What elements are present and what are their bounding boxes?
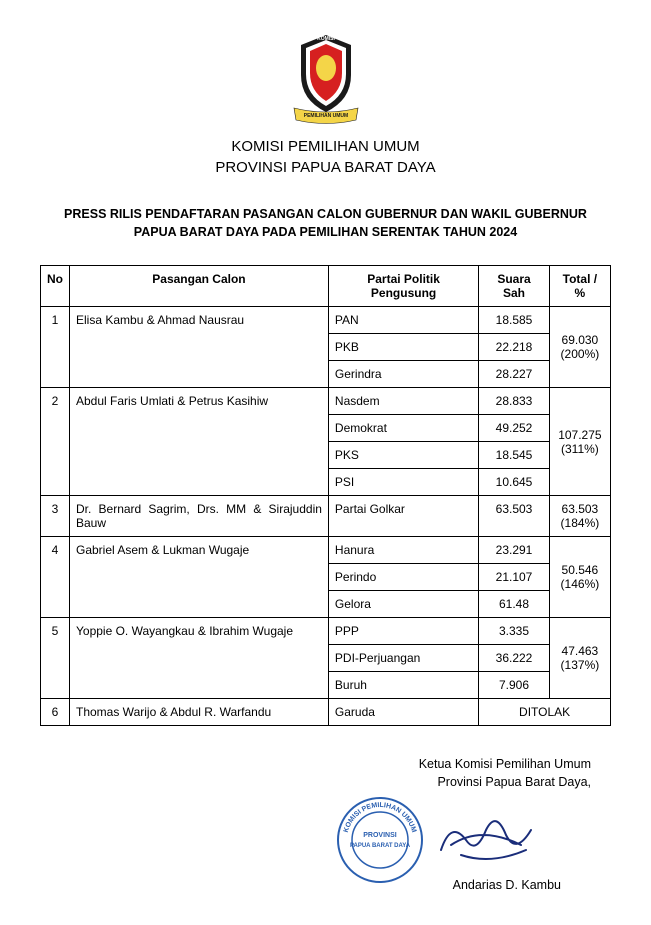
cell-party: PPP bbox=[328, 618, 478, 645]
cell-no: 2 bbox=[41, 388, 70, 496]
cell-votes: 3.335 bbox=[479, 618, 550, 645]
cell-total: 63.503(184%) bbox=[549, 496, 610, 537]
signer-name: Andarias D. Kambu bbox=[40, 877, 591, 895]
stamp-icon: KOMISI PEMILIHAN UMUM PROVINSI PAPUA BAR… bbox=[335, 795, 425, 885]
cell-votes: 18.585 bbox=[479, 307, 550, 334]
sig-title2: Provinsi Papua Barat Daya, bbox=[40, 774, 591, 792]
cell-total: 69.030(200%) bbox=[549, 307, 610, 388]
cell-no: 6 bbox=[41, 699, 70, 726]
svg-text:KOMISI: KOMISI bbox=[317, 36, 335, 42]
table-row: 1Elisa Kambu & Ahmad NausrauPAN18.58569.… bbox=[41, 307, 611, 334]
cell-party: Nasdem bbox=[328, 388, 478, 415]
cell-votes: 28.833 bbox=[479, 388, 550, 415]
cell-party: PAN bbox=[328, 307, 478, 334]
cell-rejected: DITOLAK bbox=[479, 699, 611, 726]
cell-no: 4 bbox=[41, 537, 70, 618]
cell-party: Gerindra bbox=[328, 361, 478, 388]
cell-party: Demokrat bbox=[328, 415, 478, 442]
sig-title1: Ketua Komisi Pemilihan Umum bbox=[40, 756, 591, 774]
cell-no: 5 bbox=[41, 618, 70, 699]
svg-text:PAPUA BARAT DAYA: PAPUA BARAT DAYA bbox=[350, 843, 411, 849]
signature-icon bbox=[431, 800, 551, 880]
cell-total: 107.275(311%) bbox=[549, 388, 610, 496]
logo: KOMISI PEMILIHAN UMUM bbox=[40, 30, 611, 128]
cell-party: PKS bbox=[328, 442, 478, 469]
cell-party: PKB bbox=[328, 334, 478, 361]
cell-votes: 10.645 bbox=[479, 469, 550, 496]
table-row: 4Gabriel Asem & Lukman WugajeHanura23.29… bbox=[41, 537, 611, 564]
table-row: 5Yoppie O. Wayangkau & Ibrahim WugajePPP… bbox=[41, 618, 611, 645]
cell-votes: 63.503 bbox=[479, 496, 550, 537]
org-line2: PROVINSI PAPUA BARAT DAYA bbox=[40, 157, 611, 178]
cell-no: 3 bbox=[41, 496, 70, 537]
cell-votes: 36.222 bbox=[479, 645, 550, 672]
col-party: Partai Politik Pengusung bbox=[328, 266, 478, 307]
cell-total: 50.546(146%) bbox=[549, 537, 610, 618]
col-pair: Pasangan Calon bbox=[70, 266, 329, 307]
document-title: PRESS RILIS PENDAFTARAN PASANGAN CALON G… bbox=[40, 206, 611, 241]
cell-party: Buruh bbox=[328, 672, 478, 699]
cell-votes: 22.218 bbox=[479, 334, 550, 361]
cell-party: PSI bbox=[328, 469, 478, 496]
col-no: No bbox=[41, 266, 70, 307]
cell-name: Dr. Bernard Sagrim, Drs. MM & Sirajuddin… bbox=[70, 496, 329, 537]
cell-party: PDI-Perjuangan bbox=[328, 645, 478, 672]
svg-text:PROVINSI: PROVINSI bbox=[363, 832, 397, 839]
cell-name: Gabriel Asem & Lukman Wugaje bbox=[70, 537, 329, 618]
cell-votes: 49.252 bbox=[479, 415, 550, 442]
cell-party: Partai Golkar bbox=[328, 496, 478, 537]
cell-name: Elisa Kambu & Ahmad Nausrau bbox=[70, 307, 329, 388]
table-row: 3Dr. Bernard Sagrim, Drs. MM & Sirajuddi… bbox=[41, 496, 611, 537]
cell-party: Hanura bbox=[328, 537, 478, 564]
cell-name: Yoppie O. Wayangkau & Ibrahim Wugaje bbox=[70, 618, 329, 699]
table-row: 2Abdul Faris Umlati & Petrus KasihiwNasd… bbox=[41, 388, 611, 415]
results-table: No Pasangan Calon Partai Politik Pengusu… bbox=[40, 265, 611, 726]
cell-name: Abdul Faris Umlati & Petrus Kasihiw bbox=[70, 388, 329, 496]
table-row: 6Thomas Warijo & Abdul R. WarfanduGaruda… bbox=[41, 699, 611, 726]
cell-votes: 18.545 bbox=[479, 442, 550, 469]
cell-total: 47.463(137%) bbox=[549, 618, 610, 699]
cell-name: Thomas Warijo & Abdul R. Warfandu bbox=[70, 699, 329, 726]
cell-party: Garuda bbox=[328, 699, 478, 726]
col-votes: Suara Sah bbox=[479, 266, 550, 307]
cell-no: 1 bbox=[41, 307, 70, 388]
cell-votes: 23.291 bbox=[479, 537, 550, 564]
org-header: KOMISI PEMILIHAN UMUM PROVINSI PAPUA BAR… bbox=[40, 136, 611, 178]
signature-block: Ketua Komisi Pemilihan Umum Provinsi Pap… bbox=[40, 756, 611, 895]
cell-votes: 28.227 bbox=[479, 361, 550, 388]
org-line1: KOMISI PEMILIHAN UMUM bbox=[40, 136, 611, 157]
svg-text:PEMILIHAN UMUM: PEMILIHAN UMUM bbox=[303, 113, 347, 119]
cell-party: Gelora bbox=[328, 591, 478, 618]
cell-party: Perindo bbox=[328, 564, 478, 591]
cell-votes: 21.107 bbox=[479, 564, 550, 591]
col-total: Total / % bbox=[549, 266, 610, 307]
cell-votes: 61.48 bbox=[479, 591, 550, 618]
cell-votes: 7.906 bbox=[479, 672, 550, 699]
